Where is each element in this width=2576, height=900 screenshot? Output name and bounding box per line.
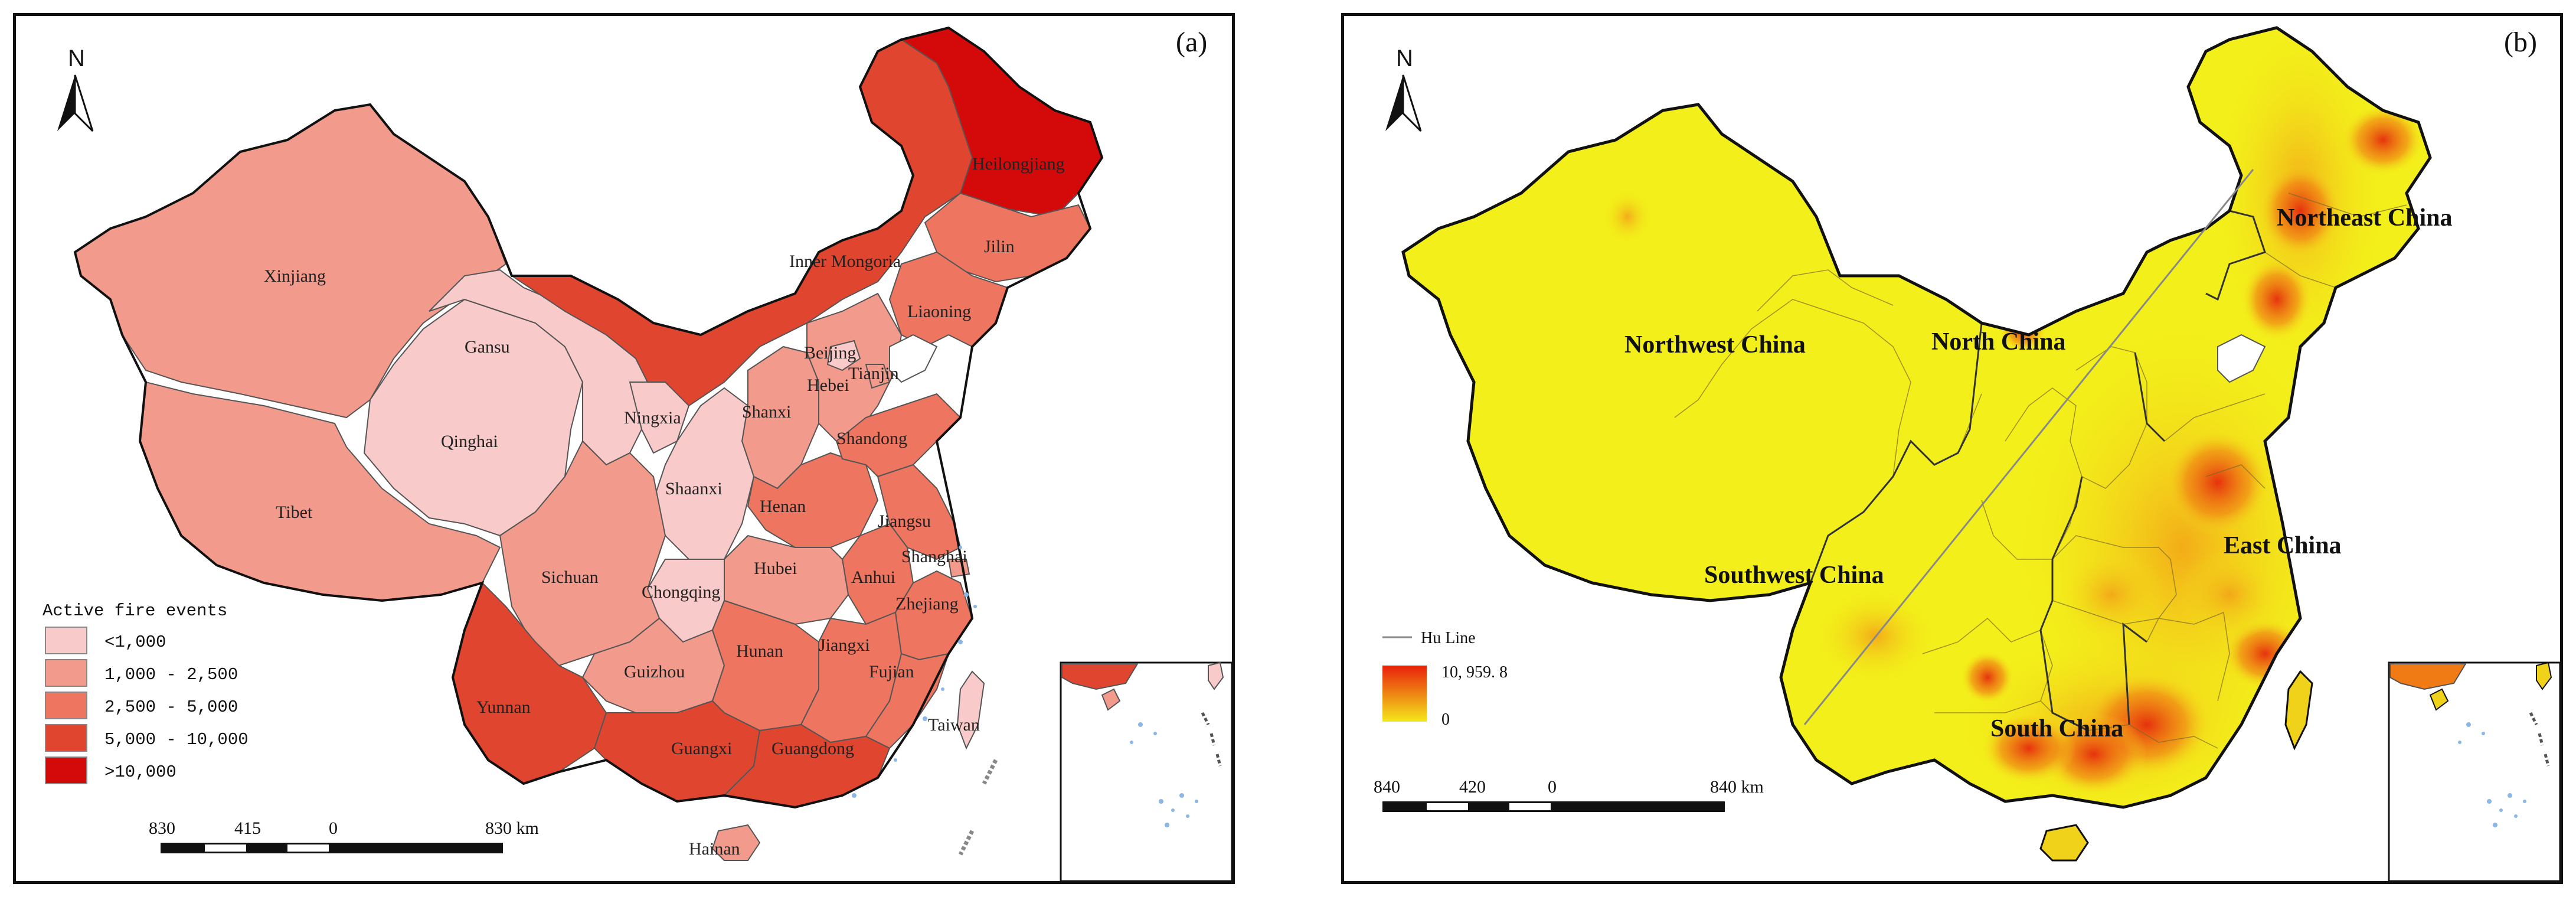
label-henan: Henan xyxy=(760,497,806,516)
legend-swatch-1 xyxy=(45,627,87,654)
label-sichuan: Sichuan xyxy=(541,568,599,587)
label-shanxi: Shanxi xyxy=(742,402,791,422)
legend-swatch-3 xyxy=(45,692,87,719)
legend-item-1: <1,000 xyxy=(104,632,166,652)
label-guizhou: Guizhou xyxy=(624,662,685,681)
north-label: N xyxy=(1396,45,1413,71)
label-tianjin: Tianjin xyxy=(848,364,899,383)
label-yunnan: Yunnan xyxy=(476,697,531,717)
label-northwest-china: Northwest China xyxy=(1624,331,1806,358)
label-ningxia: Ningxia xyxy=(624,408,681,428)
province-gansu xyxy=(429,269,655,466)
north-arrow-icon xyxy=(57,74,94,132)
province-henan xyxy=(747,452,879,548)
panel-label-b: (b) xyxy=(2504,27,2537,58)
density-surface xyxy=(1403,28,2430,862)
legend-title: Active fire events xyxy=(43,601,227,621)
label-northeast-china: Northeast China xyxy=(2277,204,2453,231)
label-jiangsu: Jiangsu xyxy=(878,511,931,531)
dashed-border-line xyxy=(958,759,998,856)
label-south-china: South China xyxy=(1990,715,2123,742)
bohai-sea xyxy=(889,334,938,383)
label-xinjiang: Xinjiang xyxy=(264,266,326,286)
taiwan-island xyxy=(2284,670,2313,751)
label-north-china: North China xyxy=(1931,328,2066,356)
choropleth-map-svg: Xinjiang Tibet Qinghai Gansu Ningxia Sha… xyxy=(43,26,1232,881)
label-southwest-china: Southwest China xyxy=(1704,562,1884,589)
label-hebei: Hebei xyxy=(807,376,849,395)
label-inner-mongoria: Inner Mongoria xyxy=(789,252,901,271)
panel-label-a: (a) xyxy=(1176,27,1207,58)
label-qinghai: Qinghai xyxy=(441,432,498,451)
label-beijing: Beijing xyxy=(804,343,856,363)
province-tianjin xyxy=(865,364,891,389)
province-qinghai xyxy=(363,298,584,537)
bohai-sea xyxy=(2217,334,2266,383)
province-beijing xyxy=(826,340,861,371)
north-arrow-icon xyxy=(1385,74,1422,132)
legend-swatch-4 xyxy=(45,724,87,752)
north-label: N xyxy=(68,45,85,71)
density-map-svg: Northwest China North China Northeast Ch… xyxy=(1374,26,2560,881)
legend-swatch-5 xyxy=(45,756,87,784)
scale-mid: 420 xyxy=(1459,777,1486,797)
legend-swatch-2 xyxy=(45,659,87,687)
region-borders xyxy=(1809,210,2266,732)
label-anhui: Anhui xyxy=(851,568,895,587)
coastline-dots xyxy=(852,546,977,798)
national-border xyxy=(73,26,1104,809)
scale-right: 840 km xyxy=(1710,777,1764,797)
inset-south-china-sea xyxy=(1060,661,1232,881)
label-jilin: Jilin xyxy=(984,237,1015,256)
label-taiwan: Taiwan xyxy=(928,715,980,735)
legend-item-4: 5,000 - 10,000 xyxy=(104,730,249,749)
label-gansu: Gansu xyxy=(465,337,510,357)
scale-bar: 840 420 0 840 km xyxy=(1374,777,1764,812)
province-hainan xyxy=(711,824,761,861)
label-shaanxi: Shaanxi xyxy=(665,479,723,498)
scale-left: 840 xyxy=(1374,777,1400,797)
inset-south-china-sea xyxy=(2388,661,2560,881)
label-tibet: Tibet xyxy=(276,503,313,522)
hu-line xyxy=(1803,169,2254,725)
label-chongqing: Chongqing xyxy=(642,582,720,602)
label-fujian: Fujian xyxy=(869,662,914,681)
legend: Active fire events <1,000 1,000 - 2,500 … xyxy=(43,601,249,784)
label-guangdong: Guangdong xyxy=(772,739,854,758)
label-jiangxi: Jiangxi xyxy=(819,635,870,655)
legend-max: 10, 959. 8 xyxy=(1441,663,1508,681)
scale-zero: 0 xyxy=(329,819,338,838)
legend-item-2: 1,000 - 2,500 xyxy=(104,665,238,684)
legend-hu-line: Hu Line xyxy=(1421,629,1476,647)
scale-bar: 830 415 0 830 km xyxy=(149,819,539,853)
province-taiwan xyxy=(956,670,985,750)
label-zhejiang: Zhejiang xyxy=(895,594,959,614)
legend-gradient xyxy=(1382,666,1427,722)
label-shanghai: Shanghai xyxy=(901,547,967,566)
label-hubei: Hubei xyxy=(754,559,797,578)
hainan-island xyxy=(2039,824,2089,862)
map-panel-a: Xinjiang Tibet Qinghai Gansu Ningxia Sha… xyxy=(13,13,1235,884)
label-heilongjiang: Heilongjiang xyxy=(972,154,1065,174)
label-hunan: Hunan xyxy=(736,641,783,661)
label-liaoning: Liaoning xyxy=(907,302,971,321)
national-border xyxy=(1401,26,2432,809)
label-shandong: Shandong xyxy=(836,429,907,448)
legend: Hu Line 10, 959. 8 0 xyxy=(1382,629,1508,729)
map-panel-b: Northwest China North China Northeast Ch… xyxy=(1341,13,2563,884)
scale-mid: 415 xyxy=(234,819,261,838)
legend-item-5: >10,000 xyxy=(104,762,176,782)
scale-left: 830 xyxy=(149,819,175,838)
legend-min: 0 xyxy=(1441,710,1450,729)
label-hainan: Hainan xyxy=(689,839,740,859)
scale-zero: 0 xyxy=(1548,777,1557,797)
label-east-china: East China xyxy=(2224,532,2342,559)
scale-right: 830 km xyxy=(485,819,539,838)
legend-item-3: 2,500 - 5,000 xyxy=(104,697,238,717)
label-guangxi: Guangxi xyxy=(671,739,732,758)
